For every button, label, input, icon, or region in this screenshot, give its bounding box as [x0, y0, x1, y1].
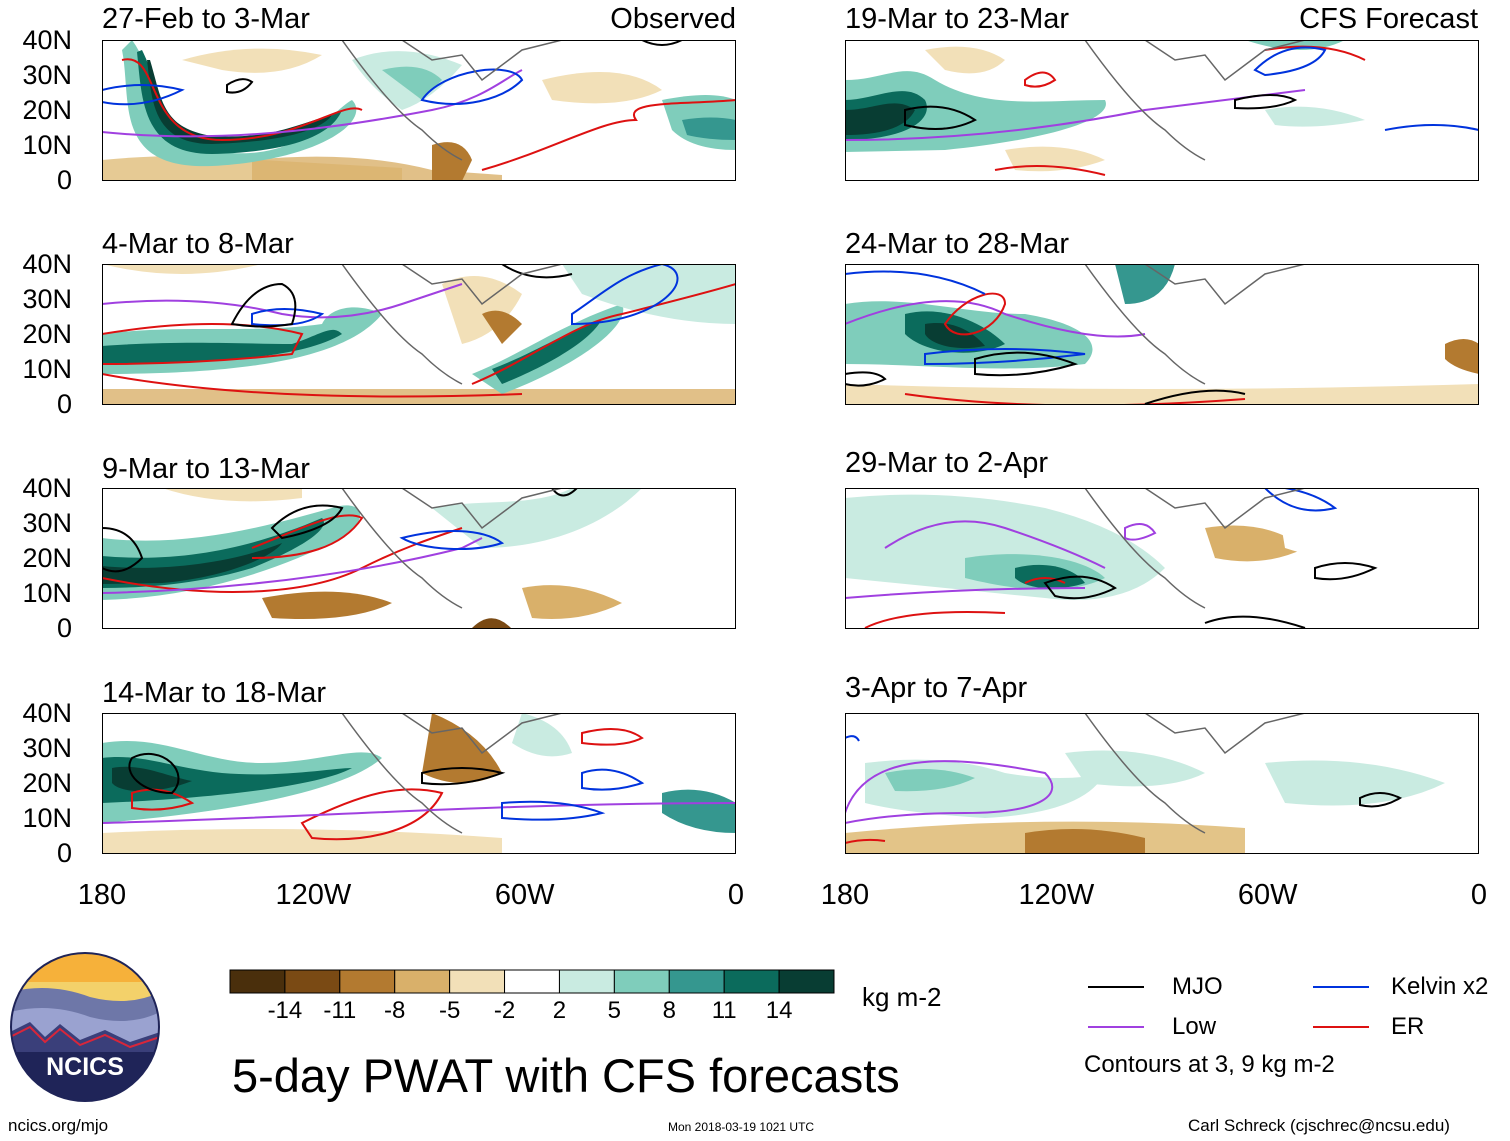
map-panel-7	[845, 488, 1479, 629]
colorbar-swatch	[339, 969, 396, 994]
panel-title-7: 29-Mar to 2-Apr	[845, 447, 1049, 479]
units-label: kg m-2	[862, 982, 942, 1012]
y-tick-label: 30N	[22, 508, 72, 538]
y-tick-label: 20N	[22, 95, 72, 125]
y-tick-label: 0	[56, 165, 72, 195]
forecast-label: CFS Forecast	[1299, 3, 1478, 35]
panel-title-1: 27-Feb to 3-Mar	[102, 3, 310, 35]
x-tick-label: 180	[77, 879, 127, 911]
colorbar	[229, 969, 835, 994]
y-tick-label: 10N	[22, 803, 72, 833]
legend-er: ER	[1391, 1013, 1425, 1040]
y-tick-label: 10N	[22, 578, 72, 608]
y-tick-label: 30N	[22, 60, 72, 90]
colorbar-swatch	[558, 969, 615, 994]
footer-author: Carl Schreck (cjschrec@ncsu.edu)	[1188, 1116, 1450, 1135]
panel-title-2: 4-Mar to 8-Mar	[102, 228, 294, 260]
footer-url[interactable]: ncics.org/mjo	[8, 1116, 109, 1135]
colorbar-label: 8	[662, 997, 676, 1024]
colorbar-swatch	[778, 969, 835, 994]
figure-title: 5-day PWAT with CFS forecasts	[232, 1049, 900, 1102]
y-tick-label: 30N	[22, 284, 72, 314]
panel-title-5: 19-Mar to 23-Mar	[845, 3, 1070, 35]
x-tick-label: 180	[820, 879, 870, 911]
legend-kelvin: Kelvin x2	[1391, 973, 1489, 1000]
x-tick-label: 120W	[275, 879, 352, 911]
panel-title-3: 9-Mar to 13-Mar	[102, 453, 310, 485]
y-tick-label: 0	[56, 389, 72, 419]
colorbar-swatch	[504, 969, 560, 994]
colorbar-swatch	[229, 969, 286, 994]
panel-title-8: 3-Apr to 7-Apr	[845, 672, 1028, 704]
y-tick-label: 30N	[22, 733, 72, 763]
y-tick-label: 20N	[22, 768, 72, 798]
colorbar-label: -8	[384, 997, 406, 1024]
x-tick-label: 60W	[1237, 879, 1298, 911]
x-tick-label: 0	[1470, 879, 1488, 911]
y-tick-label: 40N	[22, 698, 72, 728]
panel-title-6: 24-Mar to 28-Mar	[845, 228, 1070, 260]
legend-low: Low	[1172, 1013, 1217, 1040]
y-tick-label: 0	[56, 613, 72, 643]
map-panel-1	[102, 40, 736, 181]
legend-lines-right	[1313, 986, 1369, 1028]
y-tick-label: 10N	[22, 354, 72, 384]
colorbar-swatch	[613, 969, 670, 994]
panel-title-4: 14-Mar to 18-Mar	[102, 677, 327, 709]
y-tick-label: 10N	[22, 130, 72, 160]
colorbar-label: 14	[765, 997, 793, 1024]
colorbar-label: 11	[711, 997, 737, 1024]
colorbar-swatch	[449, 969, 506, 994]
y-tick-label: 40N	[22, 249, 72, 279]
legend-mjo: MJO	[1172, 973, 1223, 1000]
map-panel-8	[845, 713, 1479, 854]
colorbar-swatch	[394, 969, 451, 994]
colorbar-label: 2	[552, 997, 567, 1024]
map-panel-5	[845, 40, 1479, 181]
legend-lines-left	[1088, 986, 1144, 1028]
y-tick-label: 40N	[22, 473, 72, 503]
colorbar-swatch	[723, 969, 780, 994]
map-panel-2	[102, 264, 736, 405]
x-tick-label: 120W	[1018, 879, 1095, 911]
colorbar-label: 5	[607, 997, 622, 1024]
y-tick-label: 0	[56, 838, 72, 868]
observed-label: Observed	[610, 3, 736, 35]
colorbar-swatch	[668, 969, 725, 994]
colorbar-swatch	[284, 969, 341, 994]
contour-note: Contours at 3, 9 kg m-2	[1084, 1051, 1335, 1078]
map-panel-3	[102, 488, 736, 629]
colorbar-label: -5	[438, 997, 461, 1024]
colorbar-label: -11	[323, 997, 357, 1024]
x-tick-label: 60W	[494, 879, 555, 911]
ncics-logo: NCICS	[10, 952, 160, 1102]
colorbar-label: -14	[267, 997, 303, 1024]
x-tick-label: 0	[727, 879, 745, 911]
y-tick-label: 20N	[22, 543, 72, 573]
logo-text: NCICS	[46, 1053, 124, 1081]
map-panel-6	[845, 264, 1479, 405]
colorbar-label: -2	[493, 997, 516, 1024]
y-tick-label: 40N	[22, 25, 72, 55]
footer-timestamp: Mon 2018-03-19 1021 UTC	[668, 1120, 815, 1134]
map-panel-4	[102, 713, 736, 854]
y-tick-label: 20N	[22, 319, 72, 349]
